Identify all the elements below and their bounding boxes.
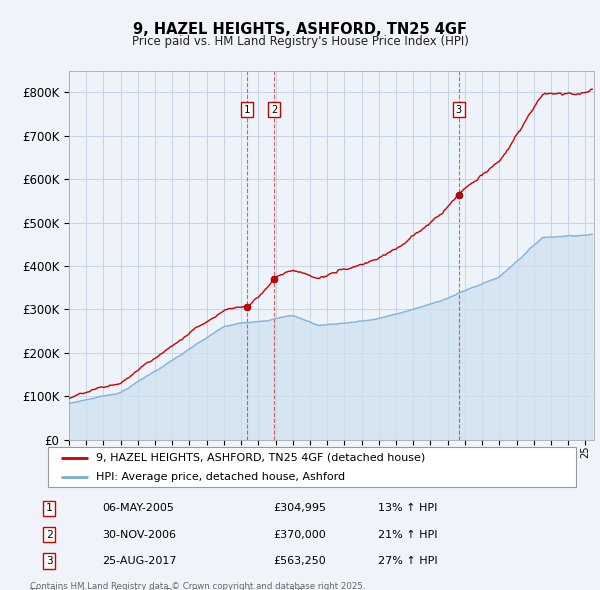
- Text: HPI: Average price, detached house, Ashford: HPI: Average price, detached house, Ashf…: [95, 472, 344, 481]
- Text: 2: 2: [46, 530, 53, 539]
- Text: 1: 1: [46, 503, 53, 513]
- Text: 9, HAZEL HEIGHTS, ASHFORD, TN25 4GF: 9, HAZEL HEIGHTS, ASHFORD, TN25 4GF: [133, 22, 467, 37]
- Text: Price paid vs. HM Land Registry's House Price Index (HPI): Price paid vs. HM Land Registry's House …: [131, 35, 469, 48]
- Text: 3: 3: [46, 556, 53, 566]
- Text: £563,250: £563,250: [273, 556, 326, 566]
- Text: 3: 3: [456, 104, 462, 114]
- Text: £304,995: £304,995: [273, 503, 326, 513]
- Text: £370,000: £370,000: [273, 530, 326, 539]
- Text: 2: 2: [271, 104, 277, 114]
- Text: 13% ↑ HPI: 13% ↑ HPI: [378, 503, 437, 513]
- Text: 27% ↑ HPI: 27% ↑ HPI: [378, 556, 437, 566]
- Text: 30-NOV-2006: 30-NOV-2006: [102, 530, 176, 539]
- Text: Contains HM Land Registry data © Crown copyright and database right 2025.: Contains HM Land Registry data © Crown c…: [30, 582, 365, 590]
- Text: 06-MAY-2005: 06-MAY-2005: [102, 503, 173, 513]
- FancyBboxPatch shape: [48, 447, 576, 487]
- Text: 1: 1: [244, 104, 250, 114]
- Text: 21% ↑ HPI: 21% ↑ HPI: [378, 530, 437, 539]
- Text: 25-AUG-2017: 25-AUG-2017: [102, 556, 176, 566]
- Text: 9, HAZEL HEIGHTS, ASHFORD, TN25 4GF (detached house): 9, HAZEL HEIGHTS, ASHFORD, TN25 4GF (det…: [95, 453, 425, 463]
- Text: This data is licensed under the Open Government Licence v3.0.: This data is licensed under the Open Gov…: [30, 588, 305, 590]
